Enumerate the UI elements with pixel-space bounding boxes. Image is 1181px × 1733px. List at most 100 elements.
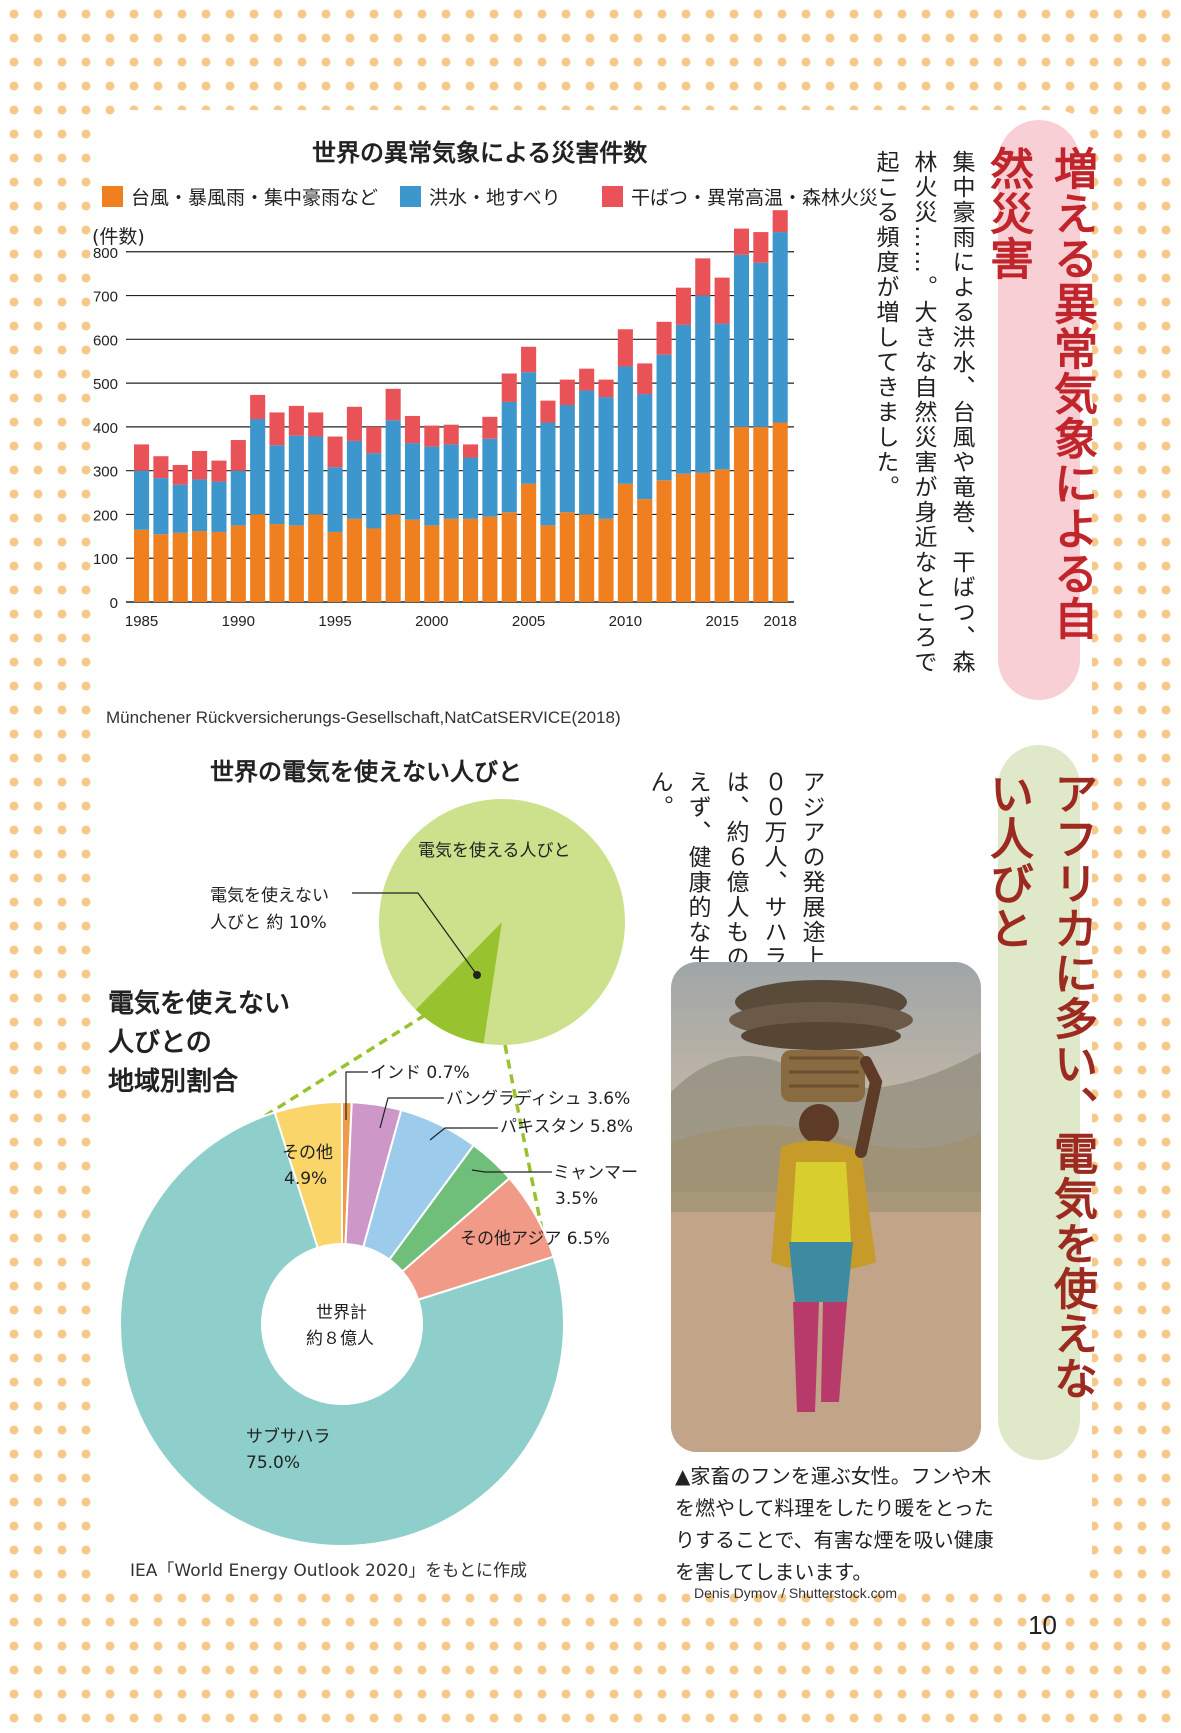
bar-1997-s2 — [366, 426, 382, 454]
bar-2013-s1 — [675, 324, 691, 474]
donut-label-pakistan: パキスタン 5.8% — [500, 1117, 634, 1137]
donut-label-india: インド 0.7% — [370, 1063, 470, 1083]
bar-1991-s1 — [250, 419, 266, 515]
pie-label-cannot-use-1: 電気を使えない — [210, 886, 329, 906]
bar-1988-s0 — [192, 531, 208, 602]
bar-2007-s1 — [559, 405, 575, 513]
bar-1998-s1 — [385, 420, 401, 515]
bar-1988-s1 — [192, 479, 208, 532]
bar-2004-s0 — [501, 512, 517, 602]
bar-chart-title: 世界の異常気象による災害件数 — [312, 139, 648, 167]
bar-2017-s1 — [753, 262, 769, 427]
bar-1985-s0 — [134, 529, 150, 602]
y-tick-label: 0 — [110, 595, 118, 612]
bar-1985-s1 — [134, 470, 150, 530]
photo-woman-carrying-dung — [671, 962, 981, 1452]
bar-1996-s0 — [346, 518, 362, 602]
bar-2002-s1 — [463, 457, 479, 519]
y-tick-label: 800 — [93, 245, 118, 262]
bar-2000-s0 — [424, 525, 440, 602]
bar-1994-s0 — [308, 514, 324, 602]
legend-flood-label: 洪水・地すべり — [429, 187, 561, 209]
pie-charts — [119, 799, 626, 1547]
bar-2018-s0 — [772, 422, 788, 602]
bar-2011-s2 — [637, 363, 653, 395]
bar-2000-s1 — [424, 446, 440, 526]
y-tick-label: 400 — [93, 420, 118, 437]
bar-1996-s2 — [346, 406, 362, 441]
bar-1992-s2 — [269, 412, 285, 446]
bar-2012-s1 — [656, 354, 672, 481]
bar-2010-s0 — [617, 483, 633, 602]
pie-slice-cannot-use — [415, 922, 502, 1044]
bar-2009-s2 — [598, 379, 614, 398]
region-chart-title: 電気を使えない 人びとの 地域別割合 — [108, 985, 290, 1102]
section1-heading-box: 増える異常気象による自然災害 — [982, 120, 1097, 700]
bar-2006-s2 — [540, 400, 556, 423]
bar-2006-s1 — [540, 422, 556, 526]
leader-myanmar — [471, 1169, 552, 1173]
bar-2018-s2 — [772, 210, 788, 233]
donut-label-myanmar-1: ミャンマー — [553, 1163, 638, 1183]
y-tick-label: 600 — [93, 332, 118, 349]
bar-1995-s0 — [327, 531, 343, 602]
bar-2008-s0 — [579, 514, 595, 602]
bar-1994-s2 — [308, 412, 324, 437]
bar-1987-s2 — [172, 464, 188, 485]
bar-2014-s1 — [695, 295, 711, 473]
legend-swatch-orange — [102, 186, 123, 207]
photo-credit: Denis Dymov / Shutterstock.com — [694, 1585, 898, 1601]
bar-1999-s1 — [404, 443, 421, 520]
pie-label-cannot-use-2: 人びと 約 10% — [210, 913, 327, 933]
bar-2007-s0 — [559, 512, 575, 602]
x-tick-label: 2018 — [764, 613, 797, 630]
bar-2013-s2 — [675, 287, 691, 325]
bar-1998-s0 — [385, 514, 401, 602]
bar-2009-s0 — [598, 518, 614, 602]
bar-2003-s0 — [482, 516, 498, 602]
bar-2002-s0 — [463, 518, 479, 602]
donut-center-1: 世界計 — [316, 1303, 367, 1323]
region-title-line1: 電気を使えない — [108, 989, 291, 1019]
y-tick-label: 500 — [93, 376, 118, 393]
bar-2001-s1 — [443, 444, 459, 519]
bar-2005-s1 — [521, 372, 537, 484]
bar-2014-s0 — [695, 472, 711, 602]
photo-caption: ▲家畜のフンを運ぶ女性。フンや木を燃やして料理をしたり暖をとったりすることで、有… — [675, 1464, 994, 1584]
legend-drought-label: 干ばつ・異常高温・森林火災 — [631, 187, 879, 209]
bar-2015-s0 — [714, 469, 730, 602]
bar-2016-s2 — [733, 228, 750, 255]
x-tick-label: 2015 — [705, 613, 738, 630]
bar-2013-s0 — [675, 473, 691, 602]
pie-chart-title: 世界の電気を使えない人びと — [210, 758, 522, 786]
bar-1998-s2 — [385, 388, 401, 421]
bar-1986-s1 — [153, 478, 169, 535]
bar-1987-s1 — [172, 484, 188, 533]
bar-2015-s1 — [714, 323, 730, 470]
donut-center-2: 約８億人 — [306, 1329, 374, 1349]
bar-1990-s2 — [230, 440, 246, 471]
bar-2004-s1 — [501, 401, 517, 513]
bar-1987-s0 — [172, 532, 188, 602]
bar-2000-s2 — [424, 425, 440, 447]
bar-2011-s0 — [637, 499, 653, 602]
legend-drought: 干ばつ・異常高温・森林火災 — [602, 183, 878, 210]
bar-2017-s0 — [753, 426, 769, 602]
bar-2003-s1 — [482, 438, 498, 517]
y-tick-label: 200 — [93, 507, 118, 524]
bar-2002-s2 — [463, 444, 479, 458]
bar-2017-s2 — [753, 232, 769, 263]
bar-1999-s2 — [404, 415, 421, 444]
donut-label-bangladesh: バングラディシュ 3.6% — [446, 1089, 631, 1109]
x-tick-label: 2000 — [415, 613, 448, 630]
donut-label-myanmar-2: 3.5% — [555, 1189, 599, 1209]
y-axis-label: (件数) — [92, 226, 145, 248]
bar-1995-s2 — [327, 436, 343, 468]
donut-label-other-2: 4.9% — [284, 1169, 328, 1189]
legend-typhoon: 台風・暴風雨・集中豪雨など — [102, 183, 378, 210]
leader-india — [345, 1071, 368, 1120]
page-number: 10 — [1028, 1610, 1057, 1640]
bar-2016-s1 — [733, 254, 750, 427]
connector-right — [503, 1044, 552, 1271]
donut-label-subsahara-1: サブサハラ — [246, 1427, 331, 1447]
